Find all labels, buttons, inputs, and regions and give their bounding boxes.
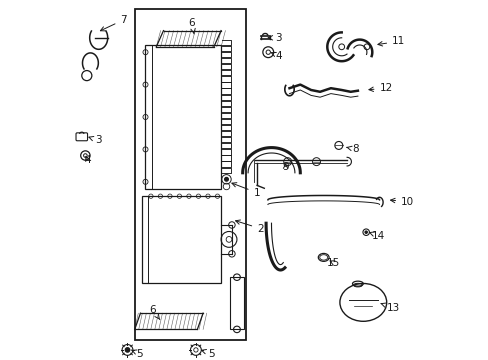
Text: 5: 5: [201, 348, 215, 359]
Bar: [230, 277, 244, 329]
Text: 1: 1: [231, 183, 260, 198]
Text: 13: 13: [380, 303, 399, 313]
Text: 4: 4: [271, 51, 281, 61]
Text: 3: 3: [267, 33, 281, 43]
Text: 9: 9: [282, 162, 288, 172]
Text: 11: 11: [377, 36, 405, 46]
Bar: [142, 196, 221, 283]
Text: 10: 10: [390, 197, 413, 207]
Text: 7: 7: [100, 15, 127, 31]
Text: 3: 3: [89, 135, 102, 145]
Text: 6: 6: [149, 305, 160, 320]
Text: 2: 2: [235, 220, 263, 234]
Text: 5: 5: [131, 348, 143, 359]
Text: 12: 12: [368, 83, 392, 93]
Text: 8: 8: [346, 144, 358, 154]
Circle shape: [224, 177, 228, 181]
Text: 4: 4: [84, 155, 91, 165]
Circle shape: [125, 348, 129, 352]
Circle shape: [365, 231, 366, 233]
Bar: [134, 9, 246, 340]
Text: 6: 6: [188, 18, 195, 34]
Text: 14: 14: [368, 231, 385, 241]
Text: 15: 15: [326, 258, 340, 268]
Bar: [145, 45, 221, 189]
